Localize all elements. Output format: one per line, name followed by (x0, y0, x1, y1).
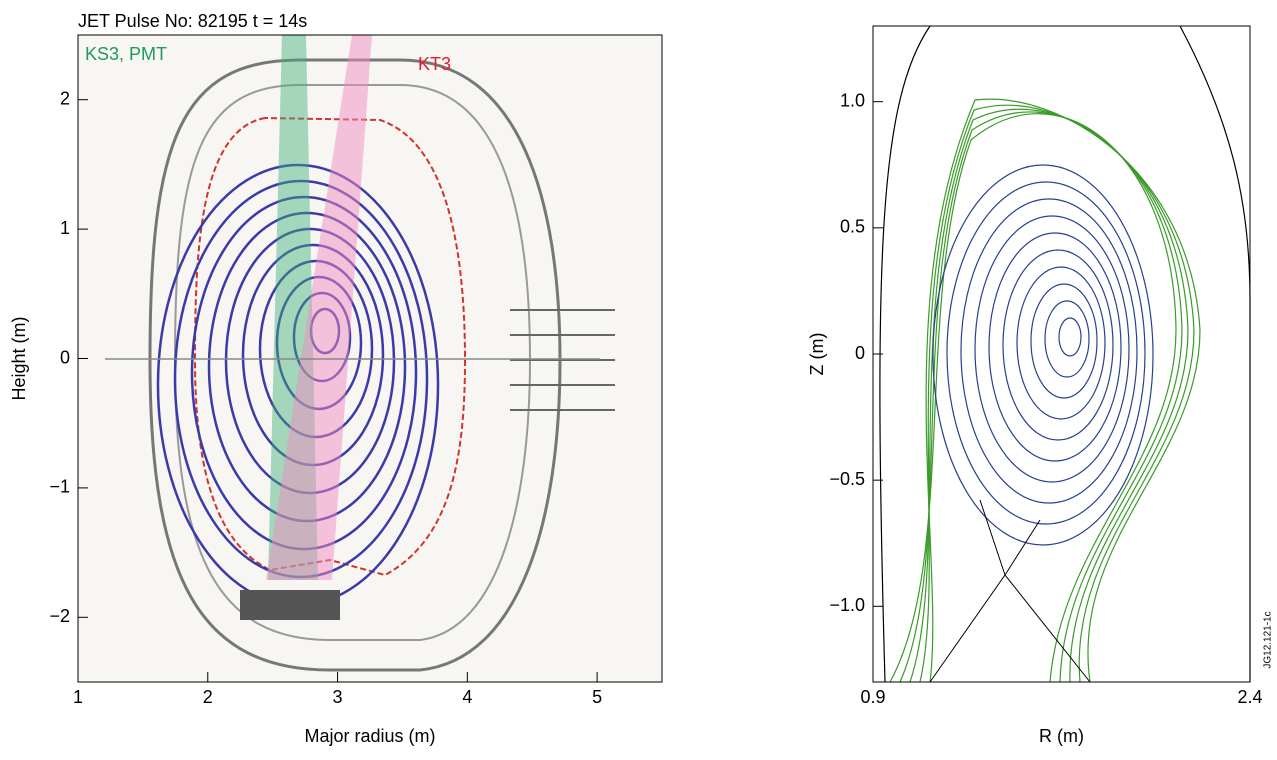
chart-title: JET Pulse No: 82195 t = 14s (78, 11, 307, 31)
annotation: JG12.121-1c (1263, 611, 1274, 668)
y-tick-label: −1 (49, 477, 70, 497)
x-axis-label: R (m) (1039, 726, 1084, 746)
tokamak-cross-section (78, 35, 662, 682)
x-tick-label: 3 (333, 687, 343, 707)
y-tick-label: 0 (855, 343, 865, 363)
y-tick-label: −2 (49, 606, 70, 626)
equilibrium-plot (880, 26, 1250, 682)
y-tick-label: 0.5 (840, 217, 865, 237)
x-axis-label: Major radius (m) (304, 726, 435, 746)
flux-surface (933, 165, 1153, 545)
x-tick-label: 2.4 (1237, 687, 1262, 707)
sol-line (926, 99, 1200, 682)
y-tick-label: 0 (60, 347, 70, 367)
y-axis-label: Height (m) (9, 316, 29, 400)
y-axis-label: Z (m) (807, 333, 827, 376)
flux-surface (1059, 318, 1081, 356)
sol-line (900, 112, 1182, 682)
y-tick-label: −0.5 (829, 469, 865, 489)
x-tick-label: 0.9 (860, 687, 885, 707)
y-tick-label: 2 (60, 88, 70, 108)
flux-surface (1045, 301, 1089, 377)
x-tick-label: 5 (592, 687, 602, 707)
divertor (240, 590, 340, 620)
x-tick-label: 2 (203, 687, 213, 707)
annotation: KS3, PMT (85, 44, 167, 64)
y-tick-label: −1.0 (829, 595, 865, 615)
x-tick-label: 4 (462, 687, 472, 707)
figure: JET Pulse No: 82195 t = 14s 1 2 3 4 5 −2 −1 0 1 2 M… (0, 0, 1277, 755)
x-point (930, 500, 1090, 682)
flux-surface (975, 216, 1129, 482)
annotation: KT3 (418, 54, 451, 74)
flux-surface (961, 199, 1137, 503)
x-tick-label: 1 (73, 687, 83, 707)
y-tick-label: 1.0 (840, 90, 865, 110)
y-tick-label: 1 (60, 218, 70, 238)
flux-surface (1017, 267, 1105, 419)
